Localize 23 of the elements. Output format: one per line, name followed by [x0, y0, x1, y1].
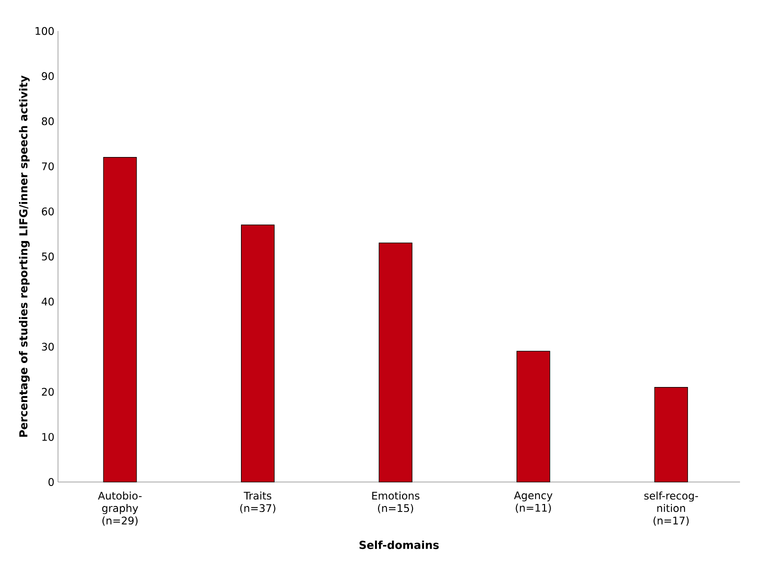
- y-tick-label: 40: [42, 298, 54, 306]
- y-tick-label: 70: [42, 162, 54, 170]
- y-tick-label: 80: [42, 117, 54, 126]
- x-tick-label: Agency (n=11): [514, 492, 552, 513]
- y-tick-label: 20: [42, 388, 54, 396]
- y-axis-title: Percentage of studies reporting LIFG/inner speech activity: [18, 75, 30, 437]
- x-tick-label: Emotions (n=15): [372, 492, 420, 514]
- y-tick-label: 0: [48, 478, 54, 486]
- bar: [103, 156, 137, 482]
- x-tick-label: self-recog-nition (n=17): [644, 492, 698, 526]
- x-tick-label: Traits (n=37): [240, 492, 276, 514]
- y-tick-label: 30: [42, 342, 54, 351]
- y-tick-label: 60: [42, 207, 54, 216]
- y-tick-label: 50: [42, 252, 54, 260]
- y-tick-label: 10: [42, 432, 54, 441]
- bar: [516, 350, 550, 482]
- x-axis-title: Self-domains: [360, 540, 439, 550]
- y-tick-label: 100: [36, 27, 54, 35]
- bar: [240, 224, 275, 482]
- bar: [654, 386, 688, 482]
- x-tick-label: Autobio-graphy (n=29): [98, 492, 142, 526]
- bar: [378, 242, 412, 482]
- y-tick-label: 90: [42, 72, 54, 80]
